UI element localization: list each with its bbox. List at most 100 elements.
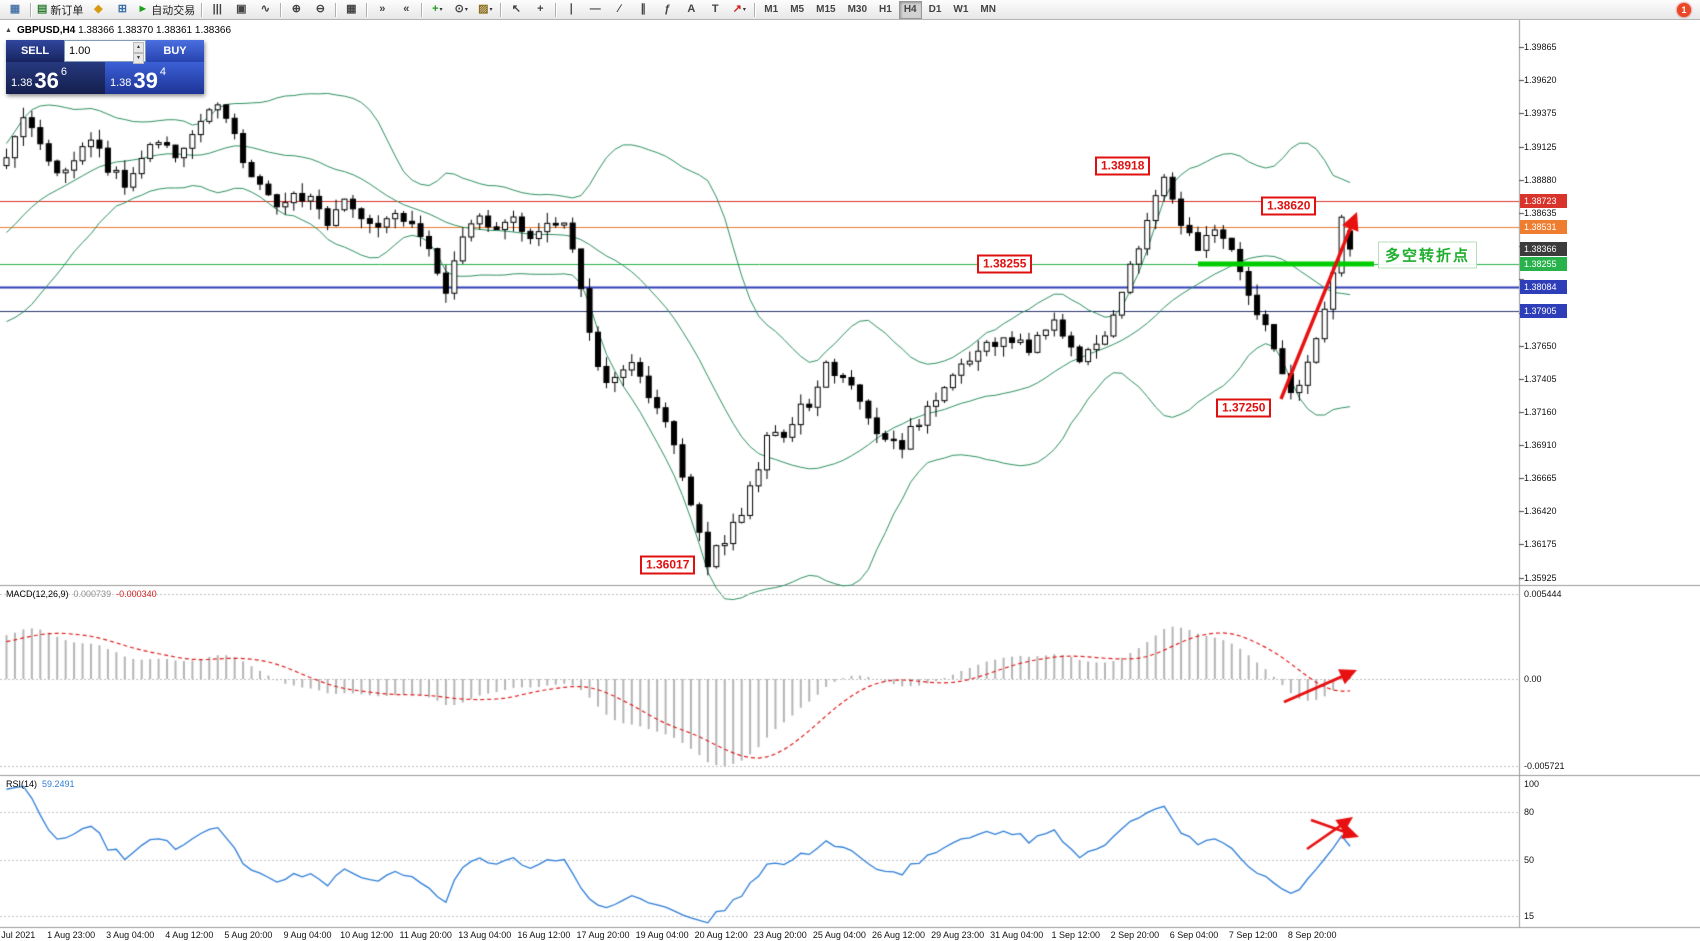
price-tick: 1.39375 xyxy=(1524,108,1557,119)
rsi-scale-tick: 50 xyxy=(1524,855,1535,865)
time-label: 20 Aug 12:00 xyxy=(694,930,748,940)
autotrading-button[interactable]: ► 自动交易 xyxy=(137,3,196,17)
price-badge: 1.38255 xyxy=(1520,256,1567,271)
time-label: 3 Aug 04:00 xyxy=(106,930,155,940)
quote-open: 1.38366 xyxy=(78,25,115,36)
chart-quote: ▲ GBPUSD,H4 1.38366 1.38370 1.38361 1.383… xyxy=(5,25,231,36)
fibonacci-icon[interactable]: ƒ xyxy=(664,3,671,15)
timeframe-w1[interactable]: W1 xyxy=(953,3,969,15)
timeframe-d1[interactable]: D1 xyxy=(928,3,942,15)
timeframe-m30[interactable]: M30 xyxy=(847,3,868,15)
templates-icon[interactable]: ▨ ▾ xyxy=(478,3,493,15)
sell-button[interactable]: SELL xyxy=(6,40,64,62)
price-tick: 1.38635 xyxy=(1524,207,1557,218)
time-label: 8 Sep 20:00 xyxy=(1287,930,1337,940)
price-tick: 1.39865 xyxy=(1524,42,1557,52)
time-label: 1 Sep 12:00 xyxy=(1051,930,1101,940)
periods-icon[interactable]: ⊙ ▾ xyxy=(454,3,468,15)
buy-price-big: 39 xyxy=(133,68,158,93)
toolbar-separator xyxy=(280,2,282,17)
timeframe-mn[interactable]: MN xyxy=(980,3,996,15)
metaeditor-icon[interactable]: ◆ xyxy=(94,3,103,15)
sell-price[interactable]: 1.38 36 6 xyxy=(6,62,105,94)
sell-price-main: 1.38 xyxy=(11,77,33,89)
zoom-out-icon[interactable]: ⊖ xyxy=(315,3,325,15)
volume-input[interactable] xyxy=(65,41,145,61)
symbol-label: GBPUSD,H4 xyxy=(16,25,76,36)
buy-price-main: 1.38 xyxy=(110,77,132,89)
crosshair-icon[interactable]: + xyxy=(537,3,544,15)
price-badge: 1.37905 xyxy=(1520,304,1567,319)
sell-price-big: 36 xyxy=(34,68,59,93)
toolbar: ▦ ▤ 新订单 ◆ ⊞ ► 自动交易 ||| ▣ ∿ ⊕ ⊖ ▦ » « + ▾ ⊙ ▾ ▨ ▾ ↖ + ∣ — ∕ ∥ ƒ A T ↗ ▾ M… xyxy=(0,0,1700,20)
line-chart-type-icon[interactable]: ∿ xyxy=(260,3,270,15)
timeframe-m15[interactable]: M15 xyxy=(816,3,836,15)
one-click-collapse-icon[interactable]: ▲ xyxy=(5,27,12,34)
chevron-down-icon: ▾ xyxy=(439,7,443,13)
time-label: 26 Aug 12:00 xyxy=(871,930,926,940)
buy-button[interactable]: BUY xyxy=(146,40,204,62)
macd-value-main: 0.000739 xyxy=(73,589,112,599)
toolbar-separator xyxy=(30,2,31,17)
toolbar-separator xyxy=(754,2,756,17)
toolbar-separator xyxy=(366,2,368,17)
price-badge: 1.38723 xyxy=(1520,193,1567,208)
channel-icon[interactable]: ∥ xyxy=(640,3,647,15)
timeframe-h4[interactable]: H4 xyxy=(898,0,922,19)
buy-price[interactable]: 1.38 39 4 xyxy=(105,62,204,94)
toolbar-separator xyxy=(335,2,337,17)
macd-scale-tick: 0.005444 xyxy=(1524,589,1562,599)
new-order-button[interactable]: ▤ 新订单 xyxy=(37,3,84,17)
price-annotation[interactable]: 1.37250 xyxy=(1216,398,1272,418)
chevron-down-icon: ▾ xyxy=(489,7,493,13)
timeframe-m5[interactable]: M5 xyxy=(790,3,805,15)
indicators-icon[interactable]: + ▾ xyxy=(432,3,443,15)
chart-window-icon[interactable]: ▦ xyxy=(9,3,21,15)
time-label: 16 Aug 12:00 xyxy=(517,930,571,940)
rsi-scale-tick: 80 xyxy=(1524,807,1535,817)
price-annotation[interactable]: 1.38918 xyxy=(1095,156,1151,176)
auto-scroll-icon[interactable]: » xyxy=(379,3,386,15)
label-icon[interactable]: T xyxy=(711,3,719,15)
tile-windows-icon[interactable]: ▦ xyxy=(346,3,357,15)
time-label: 19 Aug 04:00 xyxy=(635,930,689,940)
price-tick: 1.39125 xyxy=(1524,141,1557,152)
zoom-in-icon[interactable]: ⊕ xyxy=(291,3,301,15)
sell-price-sup: 6 xyxy=(60,66,68,78)
bar-chart-type-icon[interactable]: ||| xyxy=(212,3,222,15)
vertical-line-icon[interactable]: ∣ xyxy=(568,3,575,15)
time-label: 6 Sep 04:00 xyxy=(1169,930,1219,940)
price-tick: 1.36175 xyxy=(1524,539,1557,550)
arrows-icon[interactable]: ↗ ▾ xyxy=(732,3,746,15)
trendline-icon[interactable]: ∕ xyxy=(618,3,621,15)
chart-shift-icon[interactable]: « xyxy=(403,3,410,15)
notification-badge[interactable]: 1 xyxy=(1677,2,1691,17)
candlestick-chart-type-icon[interactable]: ▣ xyxy=(236,3,247,15)
price-tick: 1.39620 xyxy=(1524,75,1557,86)
price-badge: 1.38366 xyxy=(1520,242,1567,257)
timeframe-h1[interactable]: H1 xyxy=(879,3,892,15)
timeframe-m1[interactable]: M1 xyxy=(764,3,779,15)
spin-up-icon[interactable]: ▲ xyxy=(133,42,144,53)
price-tick: 1.37160 xyxy=(1524,406,1557,417)
price-annotation[interactable]: 1.36017 xyxy=(640,555,696,575)
macd-label: MACD(12,26,9) xyxy=(6,589,69,599)
rsi-scale-tick: 100 xyxy=(1524,779,1540,789)
price-tick: 1.37650 xyxy=(1524,340,1557,351)
turning-point-label[interactable]: 多空转折点 xyxy=(1378,241,1478,269)
price-annotation[interactable]: 1.38255 xyxy=(977,254,1033,274)
rsi-value: 59.2491 xyxy=(42,779,75,789)
time-label: 10 Aug 12:00 xyxy=(340,930,394,940)
price-tick: 1.38880 xyxy=(1524,174,1557,185)
market-watch-icon[interactable]: ⊞ xyxy=(117,3,128,15)
volume-spinner[interactable]: ▲ ▼ xyxy=(133,42,144,64)
horizontal-line-icon[interactable]: — xyxy=(589,3,601,15)
toolbar-separator xyxy=(500,2,502,17)
rsi-label: RSI(14) xyxy=(6,779,38,789)
text-icon[interactable]: A xyxy=(687,3,696,15)
price-annotation[interactable]: 1.38620 xyxy=(1261,196,1317,216)
cursor-icon[interactable]: ↖ xyxy=(511,3,521,15)
spin-down-icon[interactable]: ▼ xyxy=(133,53,144,64)
